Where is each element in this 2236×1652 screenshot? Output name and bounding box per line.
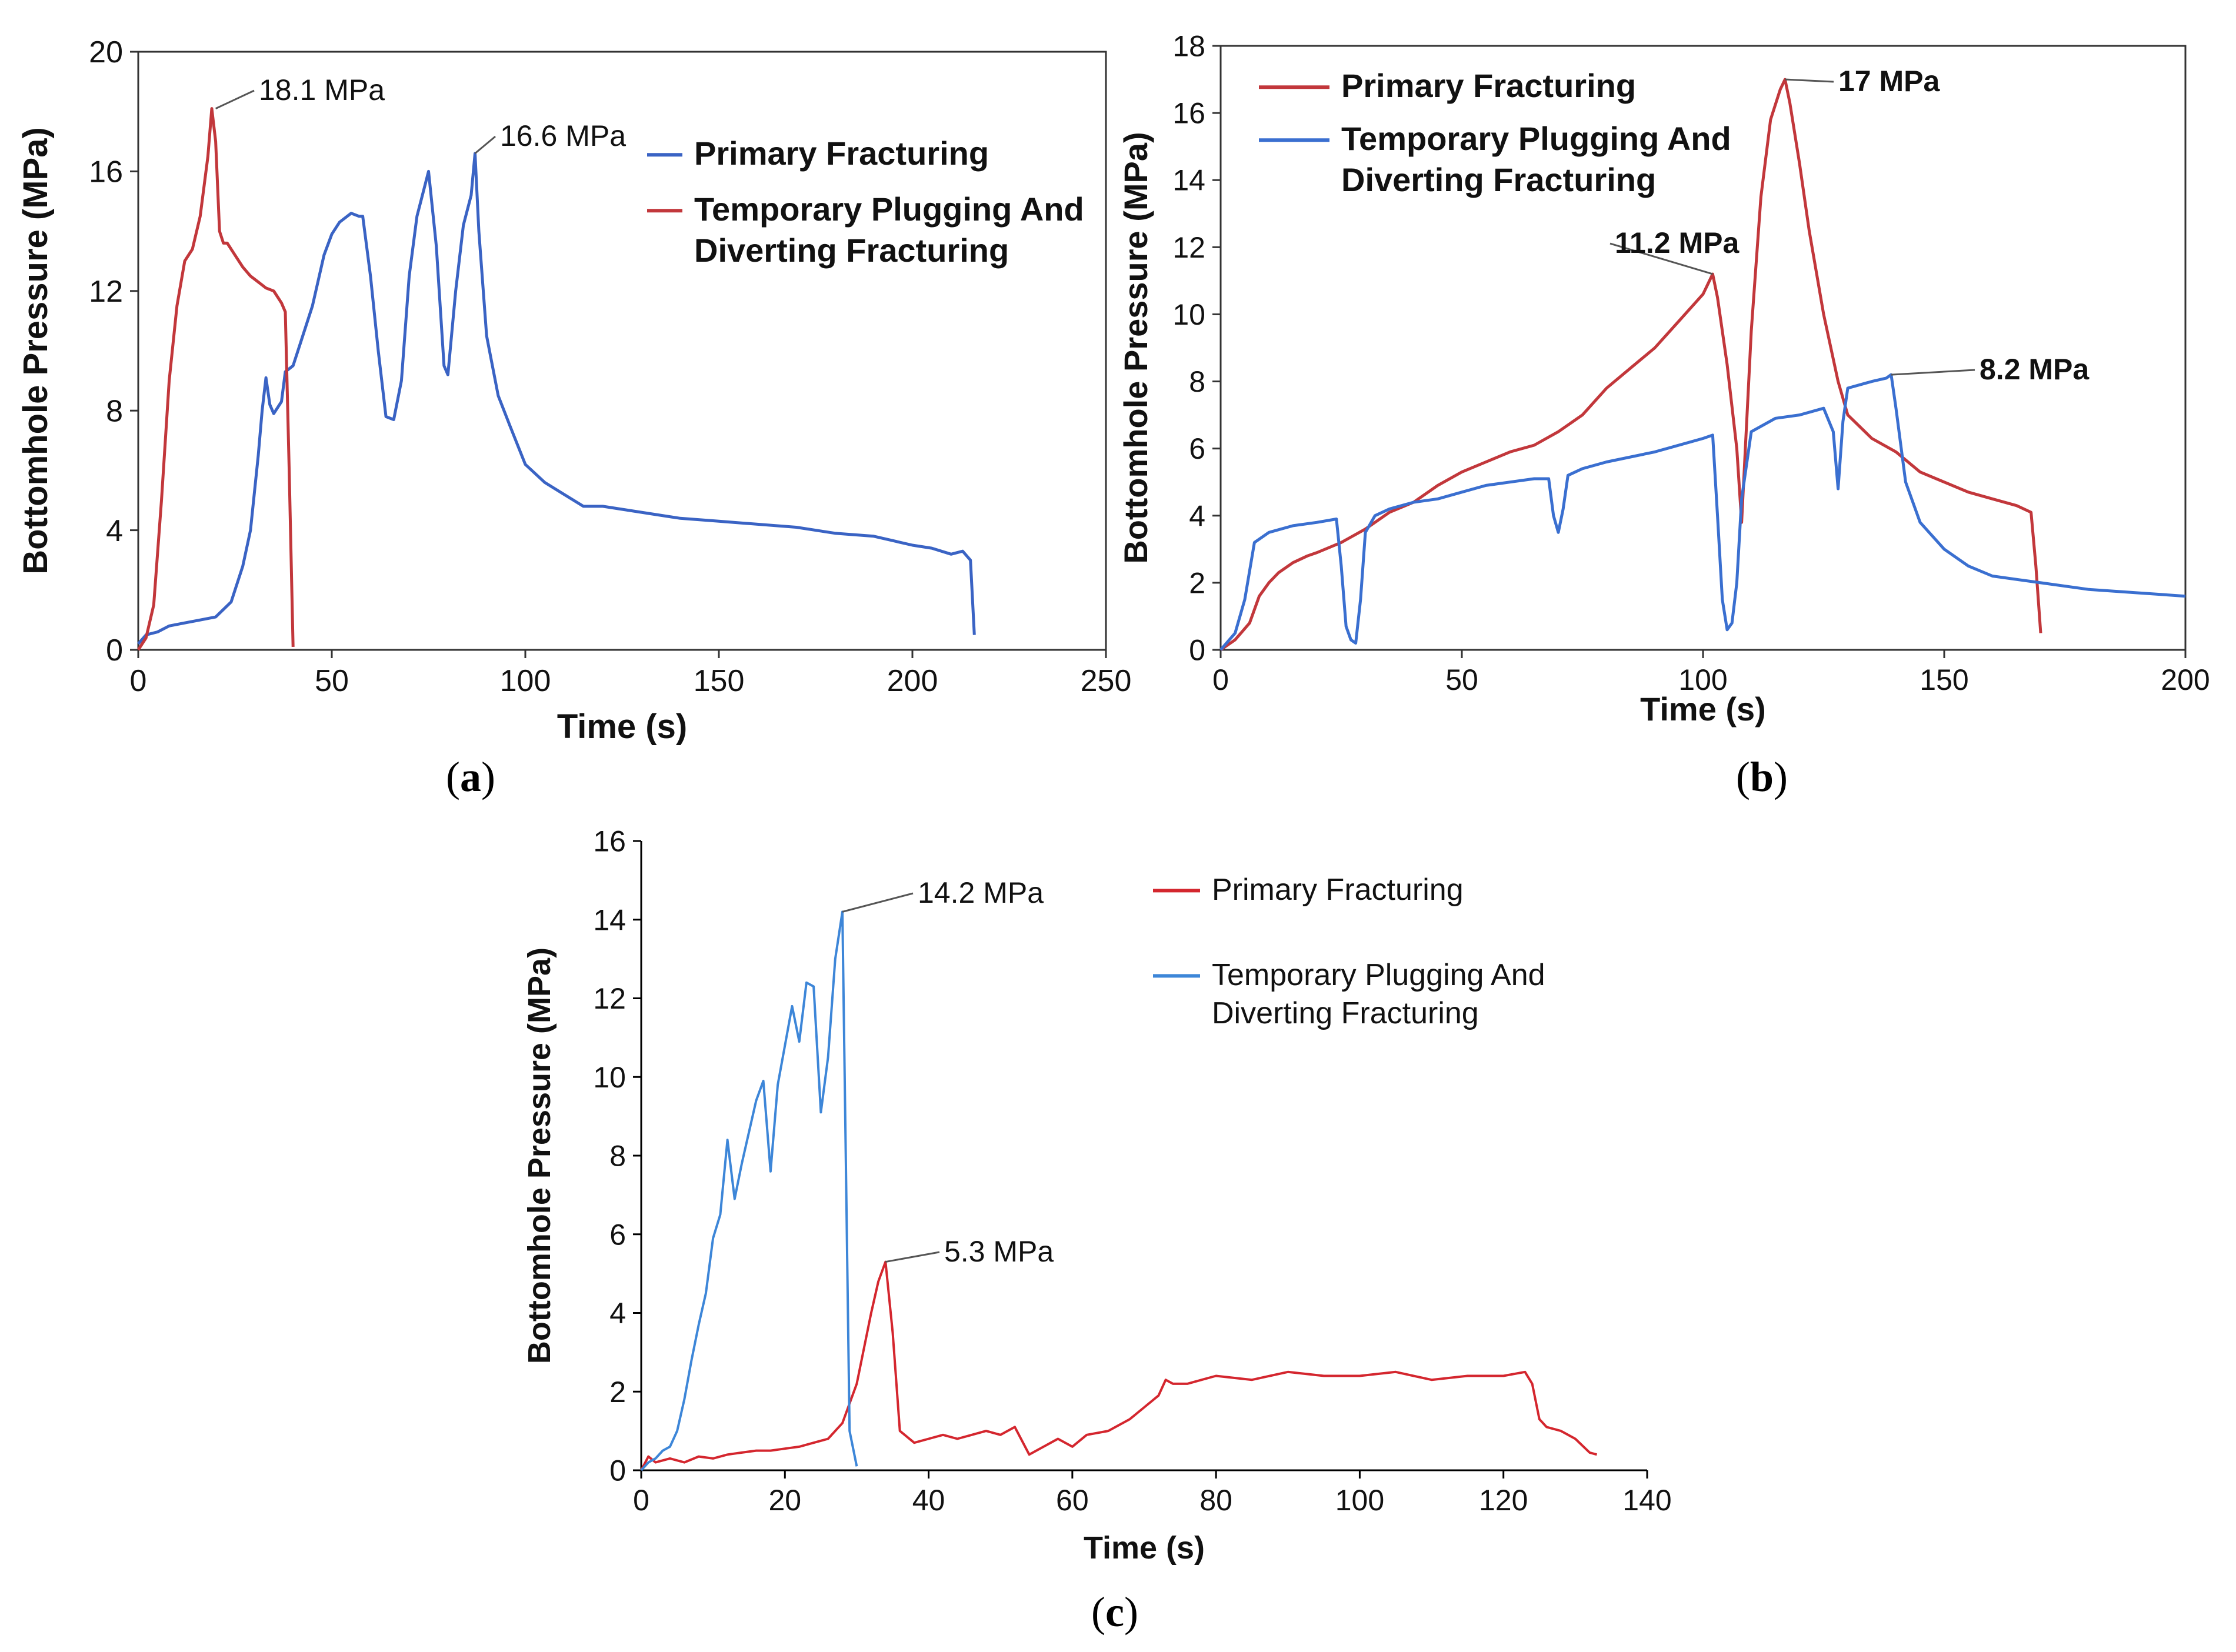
y-tick-label: 0 (1189, 634, 1205, 667)
x-tick-label: 40 (912, 1484, 945, 1517)
y-tick-label: 16 (593, 825, 626, 858)
series-line-temporary-plugging (1219, 373, 2186, 651)
annotation-label: 14.2 MPa (918, 876, 1044, 909)
y-tick-label: 14 (1172, 164, 1205, 197)
x-tick-label: 0 (633, 1484, 649, 1517)
y-tick-label: 0 (609, 1454, 626, 1487)
x-tick-label: 150 (1920, 663, 1968, 696)
y-tick-label: 20 (89, 35, 123, 69)
annotation-label: 8.2 MPa (1980, 353, 2090, 386)
chart-c: 0 20 40 60 80 100 120 140 0 2 4 6 8 10 12 14 16 Time (s) B… (522, 825, 1672, 1566)
series-line-primary (137, 152, 976, 645)
annotation-leader (1891, 369, 1975, 376)
series-line-temporary-plugging (136, 107, 295, 651)
x-tick-label: 250 (1081, 664, 1132, 698)
panel-label-c: (c) (1091, 1588, 1138, 1636)
series-line-primary (640, 1260, 1598, 1471)
legend-entry: Temporary Plugging And (694, 191, 1084, 228)
y-tick-label: 16 (1172, 97, 1205, 130)
y-tick-label: 10 (593, 1061, 626, 1094)
annotation-label: 17 MPa (1838, 65, 1941, 98)
legend-entry: Primary Fracturing (1341, 67, 1636, 104)
y-axis-label: Bottomhole Pressure (MPa) (522, 947, 557, 1364)
y-tick-label: 6 (1189, 432, 1205, 465)
x-tick-label: 150 (694, 664, 745, 698)
annotation-leader (215, 89, 255, 109)
y-tick-label: 0 (106, 633, 123, 668)
chart-a: 0 50 100 150 200 250 0 4 8 12 16 20 Time (s) Bottomho… (16, 35, 1131, 746)
legend-entry: Temporary Plugging And (1212, 958, 1545, 992)
annotation-leader (1609, 242, 1713, 275)
panel-label-a: (a) (446, 753, 495, 800)
y-tick-label: 12 (593, 982, 626, 1015)
y-tick-label: 8 (1189, 365, 1205, 398)
legend-entry: Primary Fracturing (694, 135, 989, 172)
y-tick-label: 12 (89, 275, 123, 309)
x-axis-label: Time (s) (1084, 1530, 1205, 1566)
y-tick-label: 2 (609, 1376, 626, 1409)
x-tick-label: 200 (2161, 663, 2210, 696)
x-axis-label: Time (s) (1640, 690, 1766, 727)
y-tick-label: 8 (609, 1140, 626, 1173)
annotation-leader (474, 135, 496, 155)
y-axis-label: Bottomhole Pressure (MPa) (16, 127, 55, 575)
x-tick-label: 100 (1678, 663, 1727, 696)
x-tick-label: 0 (1212, 663, 1229, 696)
annotation-label: 11.2 MPa (1615, 226, 1740, 259)
x-tick-label: 200 (887, 664, 938, 698)
series-line-primary (1219, 78, 2042, 652)
x-tick-label: 140 (1622, 1484, 1671, 1517)
x-tick-label: 80 (1199, 1484, 1232, 1517)
chart-b: 0 50 100 150 200 0 2 4 6 8 10 12 14 16 18 Time (s) Botto… (1117, 30, 2210, 728)
legend-entry: Diverting Fracturing (1341, 161, 1656, 198)
legend-entry: Temporary Plugging And (1341, 120, 1731, 157)
annotation-label: 5.3 MPa (944, 1235, 1054, 1268)
y-tick-label: 4 (1189, 499, 1205, 532)
x-tick-label: 0 (130, 664, 147, 698)
plot-frame (137, 51, 1107, 651)
annotation-label: 18.1 MPa (259, 74, 385, 106)
legend-entry: Diverting Fracturing (1212, 996, 1479, 1030)
y-tick-label: 2 (1189, 566, 1205, 599)
y-tick-label: 8 (106, 394, 123, 428)
y-tick-label: 14 (593, 903, 626, 936)
annotation-label: 16.6 MPa (500, 119, 626, 152)
legend-entry: Diverting Fracturing (694, 232, 1009, 269)
x-tick-label: 20 (768, 1484, 801, 1517)
series-line-temporary-plugging (640, 910, 858, 1471)
legend-entry: Primary Fracturing (1212, 873, 1464, 907)
annotation-leader (885, 1251, 940, 1263)
y-tick-label: 6 (609, 1218, 626, 1251)
y-tick-label: 4 (609, 1297, 626, 1330)
annotation-leader (1785, 78, 1834, 83)
y-tick-label: 16 (89, 155, 123, 189)
x-axis-label: Time (s) (557, 707, 687, 746)
x-tick-label: 100 (500, 664, 551, 698)
annotation-leader (842, 892, 914, 913)
y-tick-label: 4 (106, 514, 123, 548)
x-tick-label: 120 (1479, 1484, 1528, 1517)
y-tick-label: 12 (1172, 231, 1205, 264)
x-tick-label: 100 (1335, 1484, 1384, 1517)
y-tick-label: 10 (1172, 298, 1205, 331)
x-tick-label: 50 (1445, 663, 1478, 696)
y-tick-label: 18 (1172, 30, 1205, 63)
panel-label-b: (b) (1736, 753, 1788, 800)
x-tick-label: 60 (1056, 1484, 1089, 1517)
y-axis-label: Bottomhole Pressure (MPa) (1117, 132, 1154, 563)
x-tick-label: 50 (315, 664, 349, 698)
